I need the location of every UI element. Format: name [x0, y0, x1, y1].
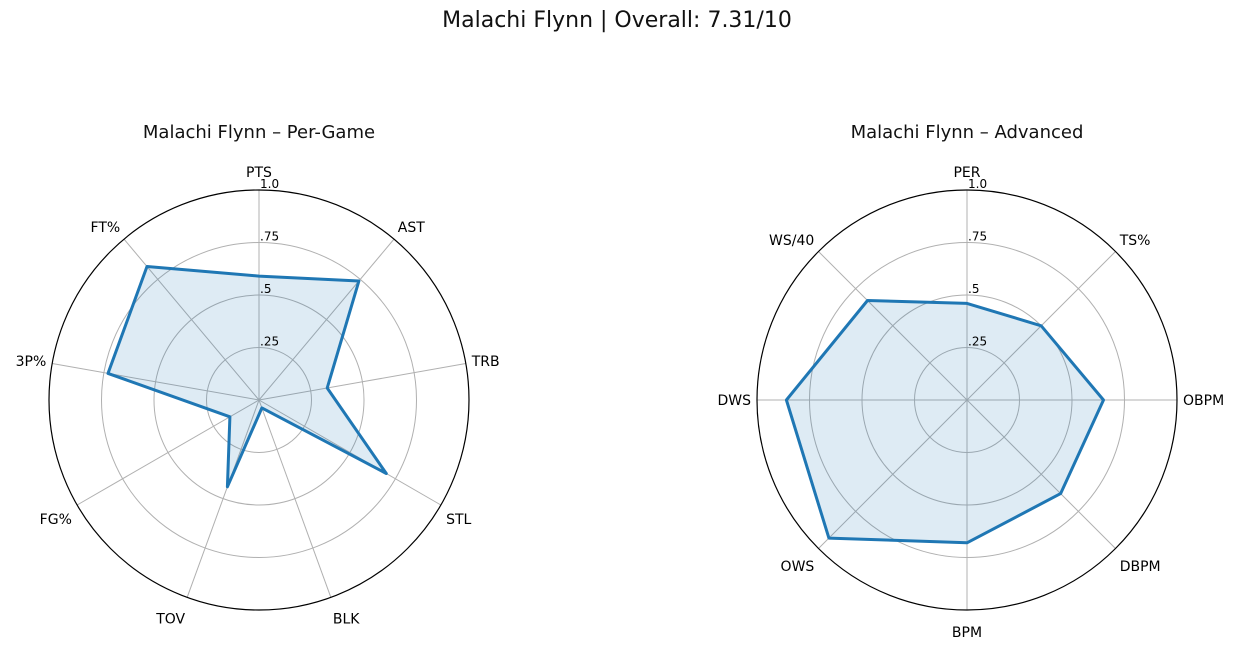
series-area — [786, 300, 1104, 543]
radial-tick-label: .75 — [260, 230, 279, 244]
radial-tick-label: 1.0 — [260, 177, 279, 191]
series-area — [108, 266, 387, 487]
axis-label: STL — [446, 512, 471, 528]
grid-spoke — [258, 238, 395, 401]
axis-label: PTS — [246, 165, 272, 181]
radial-tick-label: .5 — [260, 282, 271, 296]
chart-title: Malachi Flynn – Advanced — [851, 122, 1084, 143]
axis-label: AST — [398, 220, 425, 236]
grid-spoke — [818, 251, 968, 401]
grid-spoke — [966, 399, 1116, 549]
polar-frame — [48, 189, 470, 611]
polar-frame — [756, 189, 1178, 611]
chart-title: Malachi Flynn – Per-Game — [143, 122, 375, 143]
axis-label: 3P% — [16, 354, 47, 370]
axis-label: WS/40 — [769, 233, 814, 249]
radial-tick-label: 1.0 — [968, 177, 987, 191]
axis-label: PER — [953, 165, 980, 181]
radial-tick-label: .25 — [260, 335, 279, 349]
axis-label: DBPM — [1120, 559, 1161, 575]
axis-label: TRB — [471, 354, 500, 370]
radial-tick-label: .75 — [968, 230, 987, 244]
axis-label: OWS — [781, 559, 815, 575]
grid-spoke — [258, 363, 466, 401]
grid-spoke — [186, 399, 260, 598]
grid-spoke — [258, 399, 332, 598]
axis-label: OBPM — [1183, 393, 1224, 409]
axis-label: BLK — [333, 611, 360, 627]
axis-label: DWS — [717, 393, 751, 409]
radial-tick-label: .25 — [968, 335, 987, 349]
axis-label: BPM — [952, 625, 982, 641]
axis-label: TOV — [155, 611, 185, 627]
grid-spoke — [258, 399, 442, 506]
grid-spoke — [818, 399, 968, 549]
axis-label: TS% — [1119, 233, 1151, 249]
radial-tick-label: .5 — [968, 282, 979, 296]
grid-spoke — [52, 363, 260, 401]
axis-label: FG% — [40, 512, 72, 528]
series-line — [784, 299, 1105, 545]
figure-title: Malachi Flynn | Overall: 7.31/10 — [442, 8, 792, 33]
axis-label: FT% — [91, 220, 121, 236]
series-line — [106, 265, 388, 489]
